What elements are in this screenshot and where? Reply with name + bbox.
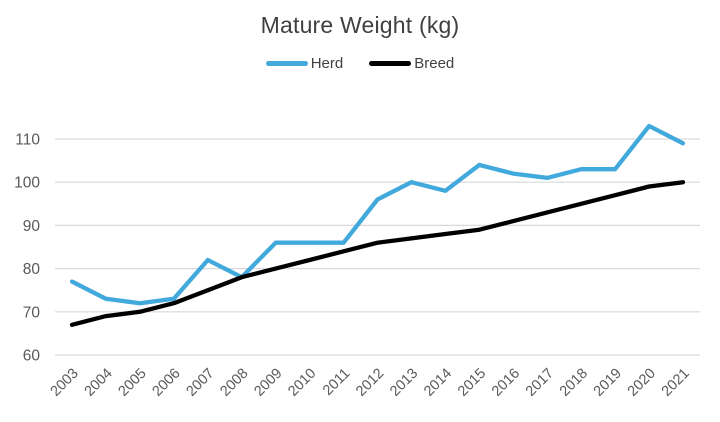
legend: Herd Breed xyxy=(0,55,720,72)
chart-title: Mature Weight (kg) xyxy=(260,12,460,38)
y-tick-label: 60 xyxy=(23,348,41,365)
x-tick-label: 2014 xyxy=(421,366,455,400)
x-tick-label: 2012 xyxy=(353,366,387,400)
legend-label-breed: Breed xyxy=(414,55,455,72)
x-tick-label: 2015 xyxy=(455,366,489,400)
y-tick-label: 110 xyxy=(15,132,40,149)
x-tick-label: 2017 xyxy=(523,366,557,400)
y-tick-label: 80 xyxy=(23,261,41,278)
x-tick-label: 2013 xyxy=(387,366,421,400)
x-tick-label: 2005 xyxy=(116,366,150,400)
x-tick-label: 2008 xyxy=(217,366,251,400)
breed-line-swatch xyxy=(369,61,412,66)
x-tick-label: 2018 xyxy=(557,366,591,400)
x-tick-label: 2004 xyxy=(82,366,116,400)
x-tick-label: 2006 xyxy=(150,366,184,400)
y-tick-label: 70 xyxy=(23,304,41,321)
herd-line-swatch xyxy=(265,61,308,66)
x-tick-label: 2019 xyxy=(591,366,625,400)
legend-item-breed: Breed xyxy=(369,55,454,72)
series-line-breed xyxy=(69,180,686,327)
series-line-herd xyxy=(69,123,686,306)
y-tick-label: 100 xyxy=(14,175,40,192)
x-tick-label: 2016 xyxy=(489,366,523,400)
x-tick-label: 2010 xyxy=(285,366,319,400)
x-tick-label: 2020 xyxy=(625,366,659,400)
x-tick-label: 2007 xyxy=(183,366,217,400)
legend-label-herd: Herd xyxy=(310,55,344,72)
y-tick-label: 90 xyxy=(23,218,41,235)
legend-item-herd: Herd xyxy=(265,55,344,72)
x-tick-label: 2021 xyxy=(659,366,693,400)
x-tick-label: 2009 xyxy=(251,366,285,400)
x-tick-label: 2003 xyxy=(48,366,82,400)
x-tick-label: 2011 xyxy=(320,366,353,399)
